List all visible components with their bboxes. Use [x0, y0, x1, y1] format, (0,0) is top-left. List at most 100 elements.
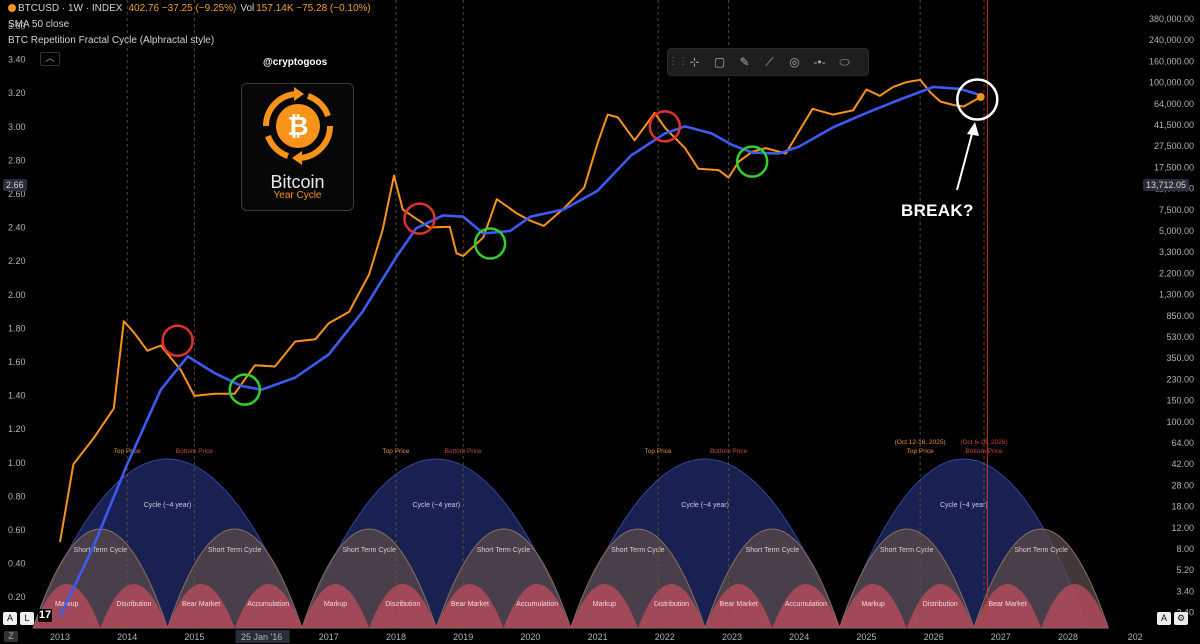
y-right-tick: 8.00 — [1176, 544, 1194, 554]
symbol-label: BTCUSD · 1W · INDEX — [18, 3, 123, 14]
y-right-tick: 18.00 — [1171, 502, 1194, 512]
tradingview-logo: 17 — [38, 609, 52, 622]
cycle-marker-sub: (Oct 12-16, 2025) — [895, 439, 946, 446]
rectangle-icon[interactable]: ▢ — [713, 55, 726, 69]
crosshair-icon[interactable]: ⊹ — [689, 55, 700, 69]
phase-arc — [301, 584, 370, 628]
x-tick: 2026 — [924, 632, 944, 642]
cycle-marker-label: Top Price — [907, 448, 934, 455]
svg-text:₿: ₿ — [287, 111, 308, 141]
ellipse-icon[interactable]: ⬭ — [839, 55, 850, 69]
brush-icon[interactable]: ✎ — [739, 55, 750, 69]
x-tick: 2025 — [856, 632, 876, 642]
series-line-btcusd — [59, 78, 982, 543]
circle-icon[interactable]: ◎ — [789, 55, 800, 69]
x-tick-highlight — [235, 630, 290, 643]
y-right-tick: 42.00 — [1171, 459, 1194, 469]
phase-label: Distribution — [116, 601, 151, 608]
auto-scale-right-button[interactable]: A — [1157, 612, 1171, 625]
phase-arc — [637, 584, 706, 628]
y-left-tick: 3.20 — [8, 88, 26, 98]
phase-label: Distribution — [654, 601, 689, 608]
log-scale-button[interactable]: L — [20, 612, 34, 625]
cycle-marker-label: Bottom Price — [445, 448, 483, 455]
highlight-circle-green — [473, 227, 507, 260]
phase-label: Bear Market — [988, 601, 1026, 608]
timezone-button[interactable]: Z — [4, 631, 18, 642]
x-tick: 202 — [1128, 632, 1143, 642]
x-tick: 2017 — [319, 632, 339, 642]
phase-label: Distribution — [923, 601, 958, 608]
phase-label: Markup — [324, 601, 347, 608]
y-right-tick: 2,200.00 — [1159, 268, 1194, 278]
toolbar-grip-icon[interactable]: ⋮⋮ — [668, 56, 688, 67]
cycle-marker-label: Top Price — [114, 448, 141, 455]
logo-title: Bitcoin — [270, 172, 325, 192]
y-right-tick: 41,500.00 — [1154, 120, 1194, 130]
trendline-icon[interactable]: ⟋ — [765, 55, 774, 69]
y-right-tick: 240,000.00 — [1149, 35, 1194, 45]
y-right-tick: 7,500.00 — [1159, 205, 1194, 215]
y-right-tick: 12.00 — [1171, 523, 1194, 533]
y-right-tick: 3,300.00 — [1159, 247, 1194, 257]
y-right-tick: 64.00 — [1171, 438, 1194, 448]
break-arrow-head — [967, 122, 979, 136]
y-right-tick: 27,500.00 — [1154, 141, 1194, 151]
phase-arc — [705, 584, 773, 628]
y-right-tick: 3.40 — [1176, 586, 1194, 596]
long-cycle-label: Cycle (~4 year) — [681, 502, 729, 509]
long-cycle-label: Cycle (~4 year) — [412, 502, 460, 509]
x-tick: 2018 — [386, 632, 406, 642]
y-right-tick: 380,000.00 — [1149, 14, 1194, 24]
y-right-tick: 850.00 — [1166, 311, 1194, 321]
horizontal-line-icon[interactable]: -•- — [813, 55, 826, 69]
y-right-tick: 1,300.00 — [1159, 290, 1194, 300]
author-handle: @cryptogoos — [263, 57, 328, 68]
phase-label: Distribution — [385, 601, 420, 608]
highlight-circle-green — [735, 145, 769, 178]
y-right-tick: 17,500.00 — [1154, 162, 1194, 172]
x-tick: 2019 — [453, 632, 473, 642]
short-cycle-label: Short Term Cycle — [477, 547, 531, 554]
y-left-tick: 2.00 — [8, 290, 26, 300]
volume-value: 157.14K −75.28 (−0.10%) — [256, 3, 371, 14]
btc-dot-icon — [8, 4, 16, 12]
auto-scale-button[interactable]: A — [3, 612, 17, 625]
phase-arc — [906, 584, 974, 628]
volume-label: Vol — [240, 3, 255, 14]
phase-label: Bear Market — [720, 601, 758, 608]
y-left-tick: 1.60 — [8, 357, 26, 367]
phase-arc — [436, 584, 504, 628]
cycle-marker-sub: (Oct 6-16, 2026) — [960, 439, 1007, 446]
left-axis-tag: 2.66 — [3, 179, 27, 191]
y-right-tick: 5,000.00 — [1159, 226, 1194, 236]
x-tick: 2020 — [520, 632, 540, 642]
drawing-toolbar: ⋮⋮ ⊹ ▢ ✎ ⟋ ◎ -•- ⬭ — [667, 48, 869, 76]
x-tick: 2024 — [789, 632, 809, 642]
indicator-sma[interactable]: SMA 50 close — [8, 19, 70, 30]
y-left-tick: 1.80 — [8, 323, 26, 333]
y-right-tick: 100.00 — [1166, 417, 1194, 427]
settings-icon[interactable]: ⚙ — [1174, 612, 1188, 625]
phase-arc — [100, 584, 168, 628]
break-annotation: BREAK? — [901, 201, 974, 220]
bitcoin-cycle-icon: ₿ — [263, 87, 333, 165]
short-cycle-label: Short Term Cycle — [208, 547, 262, 554]
chart-header-symbol[interactable]: BTCUSD · 1W · INDEX 402.76 −37.25 (−9.25%… — [8, 3, 371, 14]
y-right-tick: 530.00 — [1166, 332, 1194, 342]
x-tick: 2013 — [50, 632, 70, 642]
indicator-fractal-cycle[interactable]: BTC Repetition Fractal Cycle (Alphractal… — [8, 35, 215, 46]
x-tick: 2015 — [184, 632, 204, 642]
x-axis-band — [0, 629, 1200, 644]
y-right-tick: 230.00 — [1166, 374, 1194, 384]
phase-arc — [167, 584, 235, 628]
phase-arc — [570, 584, 638, 628]
collapse-legend-button[interactable]: ︿ — [40, 52, 60, 66]
phase-arc — [973, 584, 1042, 628]
short-cycle-label: Short Term Cycle — [880, 547, 934, 554]
short-cycle-label: Short Term Cycle — [342, 547, 396, 554]
y-right-tick: 350.00 — [1166, 353, 1194, 363]
highlight-circle-red — [161, 324, 194, 358]
cycle-marker-label: Top Price — [382, 448, 409, 455]
x-tick: 25 Jan '16 — [241, 632, 282, 642]
